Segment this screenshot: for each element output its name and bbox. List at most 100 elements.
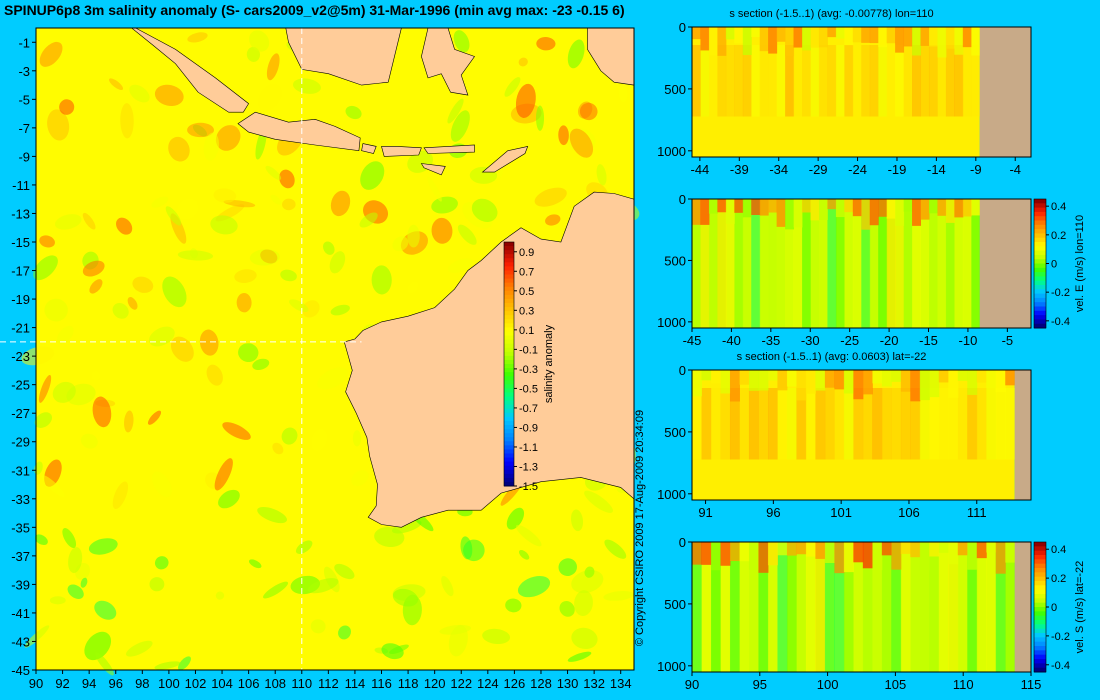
map-eddy: [504, 77, 521, 97]
section-2-colorbar-swatch: [1034, 233, 1046, 239]
section-stripe-4: [767, 542, 778, 672]
colorbar-swatch: [504, 404, 514, 410]
section-surface-3: [1005, 370, 1016, 386]
map-eddy: [450, 110, 470, 142]
section-stripe-2: [818, 199, 828, 328]
section-stripe-4: [796, 542, 807, 672]
section-surface-1: [776, 27, 786, 42]
map-eddy: [39, 235, 55, 248]
map-eddy: [187, 122, 215, 138]
section-4-x-tick-label-115: 115: [1021, 677, 1042, 692]
section-stripe-4: [853, 542, 864, 672]
section-stripe-2: [878, 199, 888, 328]
section-surface-1: [700, 27, 710, 51]
colorbar-tick-label--0-9: -0.9: [519, 422, 538, 434]
map-x-tick-label-96: 96: [108, 676, 122, 691]
map-eddy: [170, 336, 194, 362]
island-landmass: [361, 143, 377, 154]
section-surface-4: [929, 542, 940, 557]
section-stripe-2: [785, 199, 795, 328]
section-surface-1: [962, 27, 972, 48]
section-surface-1: [734, 27, 744, 44]
map-x-tick-label-102: 102: [185, 676, 207, 691]
section-stripe-1: [869, 45, 879, 117]
section-2-colorbar-swatch: [1034, 246, 1046, 252]
colorbar-swatch: [504, 303, 514, 308]
section-surface-1: [886, 27, 896, 44]
colorbar-swatch: [504, 294, 514, 300]
section-stripe-2: [810, 199, 820, 328]
map-eddy: [338, 625, 351, 640]
colorbar-swatch: [504, 425, 514, 430]
section-4-colorbar-tick-label--0-4: -0.4: [1051, 660, 1070, 672]
colorbar-swatch: [504, 400, 514, 406]
section-stripe-4: [900, 542, 911, 672]
section-surface-2: [742, 199, 752, 218]
section-surface-2: [903, 199, 913, 212]
section-4-colorbar-label: vel. S (m/s) lat=-22: [1074, 561, 1086, 654]
map-eddy: [463, 539, 485, 562]
section-4-colorbar-swatch: [1034, 667, 1046, 673]
colorbar-swatch: [504, 278, 514, 284]
section-4-colorbar-tick-label-0-4: 0.4: [1051, 544, 1066, 556]
section-3-x-tick-label-106: 106: [898, 505, 920, 520]
section-stripe-2: [895, 199, 905, 328]
map-eddy: [280, 269, 297, 282]
map-x-tick-label-112: 112: [318, 676, 339, 691]
section-4-colorbar-tick-label--0-2: -0.2: [1051, 631, 1070, 643]
section-4-colorbar-swatch: [1034, 646, 1046, 651]
section-surface-3: [805, 370, 816, 394]
section-surface-3: [929, 370, 940, 398]
section-4-x-tick-label-90: 90: [685, 677, 699, 692]
section-stripe-1: [912, 45, 922, 117]
section-4-colorbar-swatch: [1034, 555, 1046, 560]
map-eddy: [125, 640, 153, 657]
map-eddy: [215, 591, 225, 600]
map-eddy: [604, 539, 627, 559]
map-y-tick-label--17: -17: [11, 264, 30, 279]
section-3-y-tick-label-0: 0: [679, 363, 686, 378]
map-eddy: [559, 600, 575, 617]
map-eddy: [603, 590, 634, 601]
section-surface-2: [759, 199, 769, 216]
colorbar-tick-label-0-9: 0.9: [519, 247, 534, 259]
map-eddy: [124, 410, 134, 433]
colorbar-swatch: [504, 242, 514, 247]
section-stripe-1: [895, 45, 905, 117]
map-eddy: [33, 255, 58, 281]
map-x-tick-label-118: 118: [398, 676, 419, 691]
section-surface-1: [751, 27, 761, 38]
section-stripe-1: [861, 45, 871, 117]
map-eddy: [82, 260, 105, 277]
colorbar-tick-label--0-5: -0.5: [519, 383, 538, 395]
map-x-tick-label-108: 108: [264, 676, 286, 691]
section-2-x-tick-label--20: -20: [880, 333, 899, 348]
section-stripe-2: [844, 199, 854, 328]
map-eddy: [88, 538, 118, 555]
section-stripe-4: [881, 542, 892, 672]
section-surface-4: [900, 542, 911, 554]
map-eddy: [517, 575, 551, 598]
section-stripe-3: [692, 388, 702, 460]
section-stripe-3: [891, 388, 902, 460]
map-eddy: [453, 30, 470, 53]
section-stripe-3: [919, 388, 930, 460]
map-eddy: [534, 187, 567, 207]
section-stripe-4: [995, 542, 1006, 672]
colorbar-swatch: [504, 449, 514, 454]
section-2-colorbar-swatch: [1034, 250, 1046, 256]
map-eddy: [519, 550, 530, 560]
colorbar-swatch: [504, 298, 514, 304]
section-stripe-3: [805, 388, 816, 460]
section-surface-3: [720, 370, 731, 394]
colorbar-swatch: [504, 457, 514, 463]
section-surface-3: [910, 370, 921, 402]
map-x-tick-label-92: 92: [55, 676, 69, 691]
section-stripe-3: [701, 388, 712, 460]
section-stripe-1: [793, 45, 803, 117]
section-stripe-1: [700, 45, 710, 117]
section-frame-4: [691, 541, 1032, 673]
section-1-x-tick-label--19: -19: [888, 162, 907, 177]
section-2-x-tick-label--35: -35: [761, 333, 780, 348]
colorbar-swatch: [504, 258, 514, 263]
